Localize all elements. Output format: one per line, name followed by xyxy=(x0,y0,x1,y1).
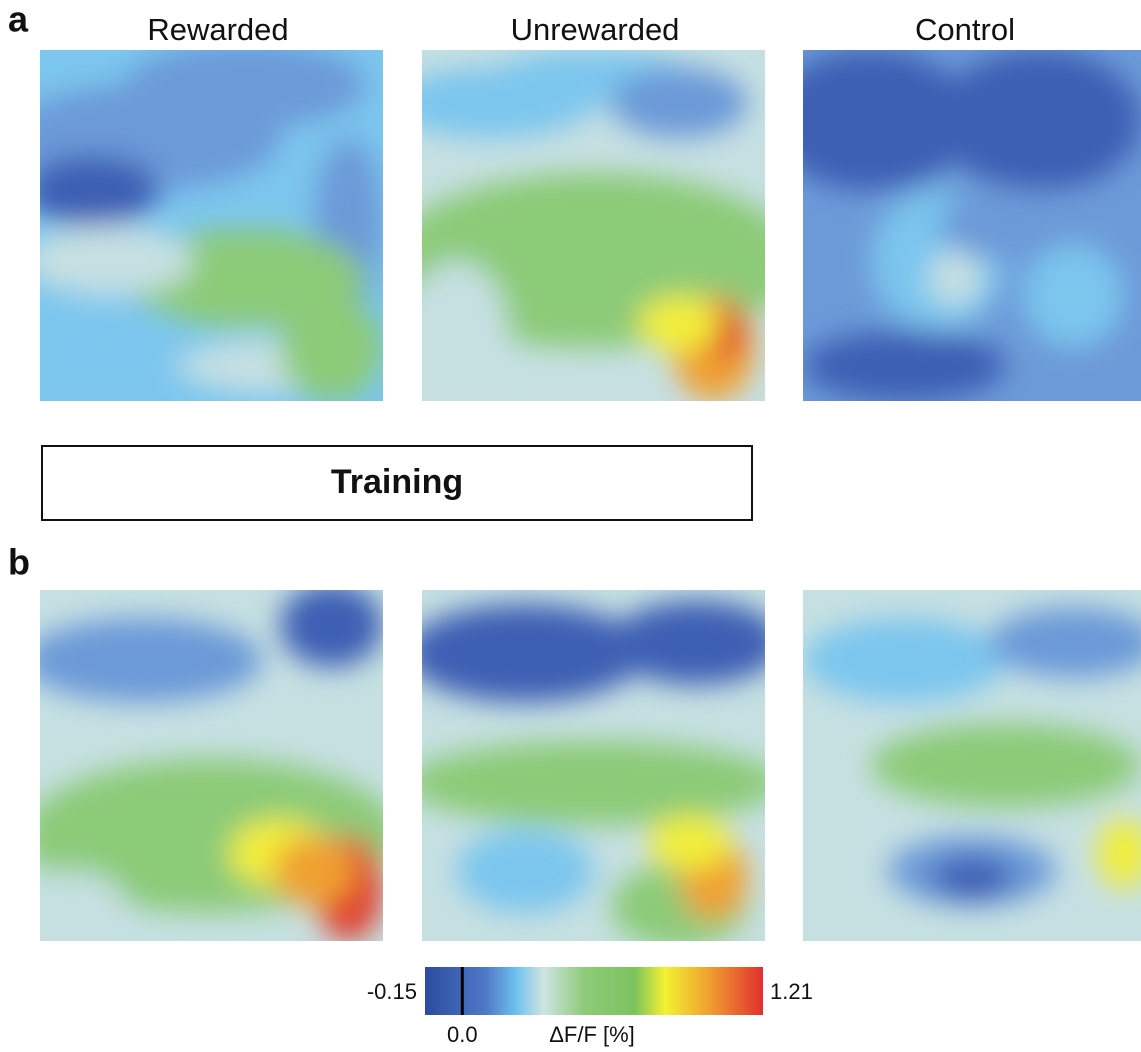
heatmap-blob xyxy=(648,815,730,871)
heatmap xyxy=(769,50,1141,401)
heatmap xyxy=(23,583,400,941)
heatmap-blob xyxy=(1023,243,1124,348)
colorbar-min: -0.15 xyxy=(367,979,417,1004)
colorbar-max: 1.21 xyxy=(770,979,813,1004)
colorbar xyxy=(425,967,763,1015)
heatmap-blob xyxy=(23,155,160,225)
heatmap-blob xyxy=(23,618,263,702)
heatmap-blob xyxy=(40,306,177,390)
panel-letter: b xyxy=(8,542,30,583)
heatmap-blob xyxy=(938,50,1141,190)
colorbar-label: ΔF/F [%] xyxy=(549,1022,635,1047)
heatmap-blob xyxy=(273,836,355,906)
heatmap-blob xyxy=(928,250,982,306)
training-label: Training xyxy=(331,463,463,501)
figure: a Rewarded Unrewarded Control Training b… xyxy=(0,0,1141,1052)
heatmap-blob xyxy=(280,583,383,667)
colorbar-tick-label: 0.0 xyxy=(447,1022,478,1047)
panel-title: Rewarded xyxy=(147,12,288,47)
heatmap-blob xyxy=(280,296,383,401)
heatmap-blob xyxy=(23,871,126,941)
heatmap-blob xyxy=(126,43,366,127)
heatmap-blob xyxy=(23,226,195,296)
heatmap-blob xyxy=(938,190,1073,260)
heatmap-blob xyxy=(405,741,782,825)
panel-letter: a xyxy=(8,0,29,40)
heatmap xyxy=(388,50,800,401)
heatmap-blob xyxy=(638,296,720,352)
panel-title: Unrewarded xyxy=(511,12,680,47)
heatmap-blob xyxy=(405,604,645,702)
panel-title: Control xyxy=(915,12,1015,47)
heatmap-blob xyxy=(803,331,1006,401)
heatmap-blobs xyxy=(388,50,800,401)
heatmap-blob xyxy=(871,723,1141,807)
heatmap-blob xyxy=(611,601,783,685)
heatmap xyxy=(405,590,782,948)
heatmap-blob xyxy=(456,829,593,913)
heatmap xyxy=(6,43,383,401)
heatmap-blob xyxy=(803,618,1006,702)
heatmap xyxy=(803,590,1141,941)
heatmap-blob xyxy=(931,857,1012,899)
heatmap-blob xyxy=(405,261,508,401)
heatmap-blob xyxy=(611,68,748,138)
